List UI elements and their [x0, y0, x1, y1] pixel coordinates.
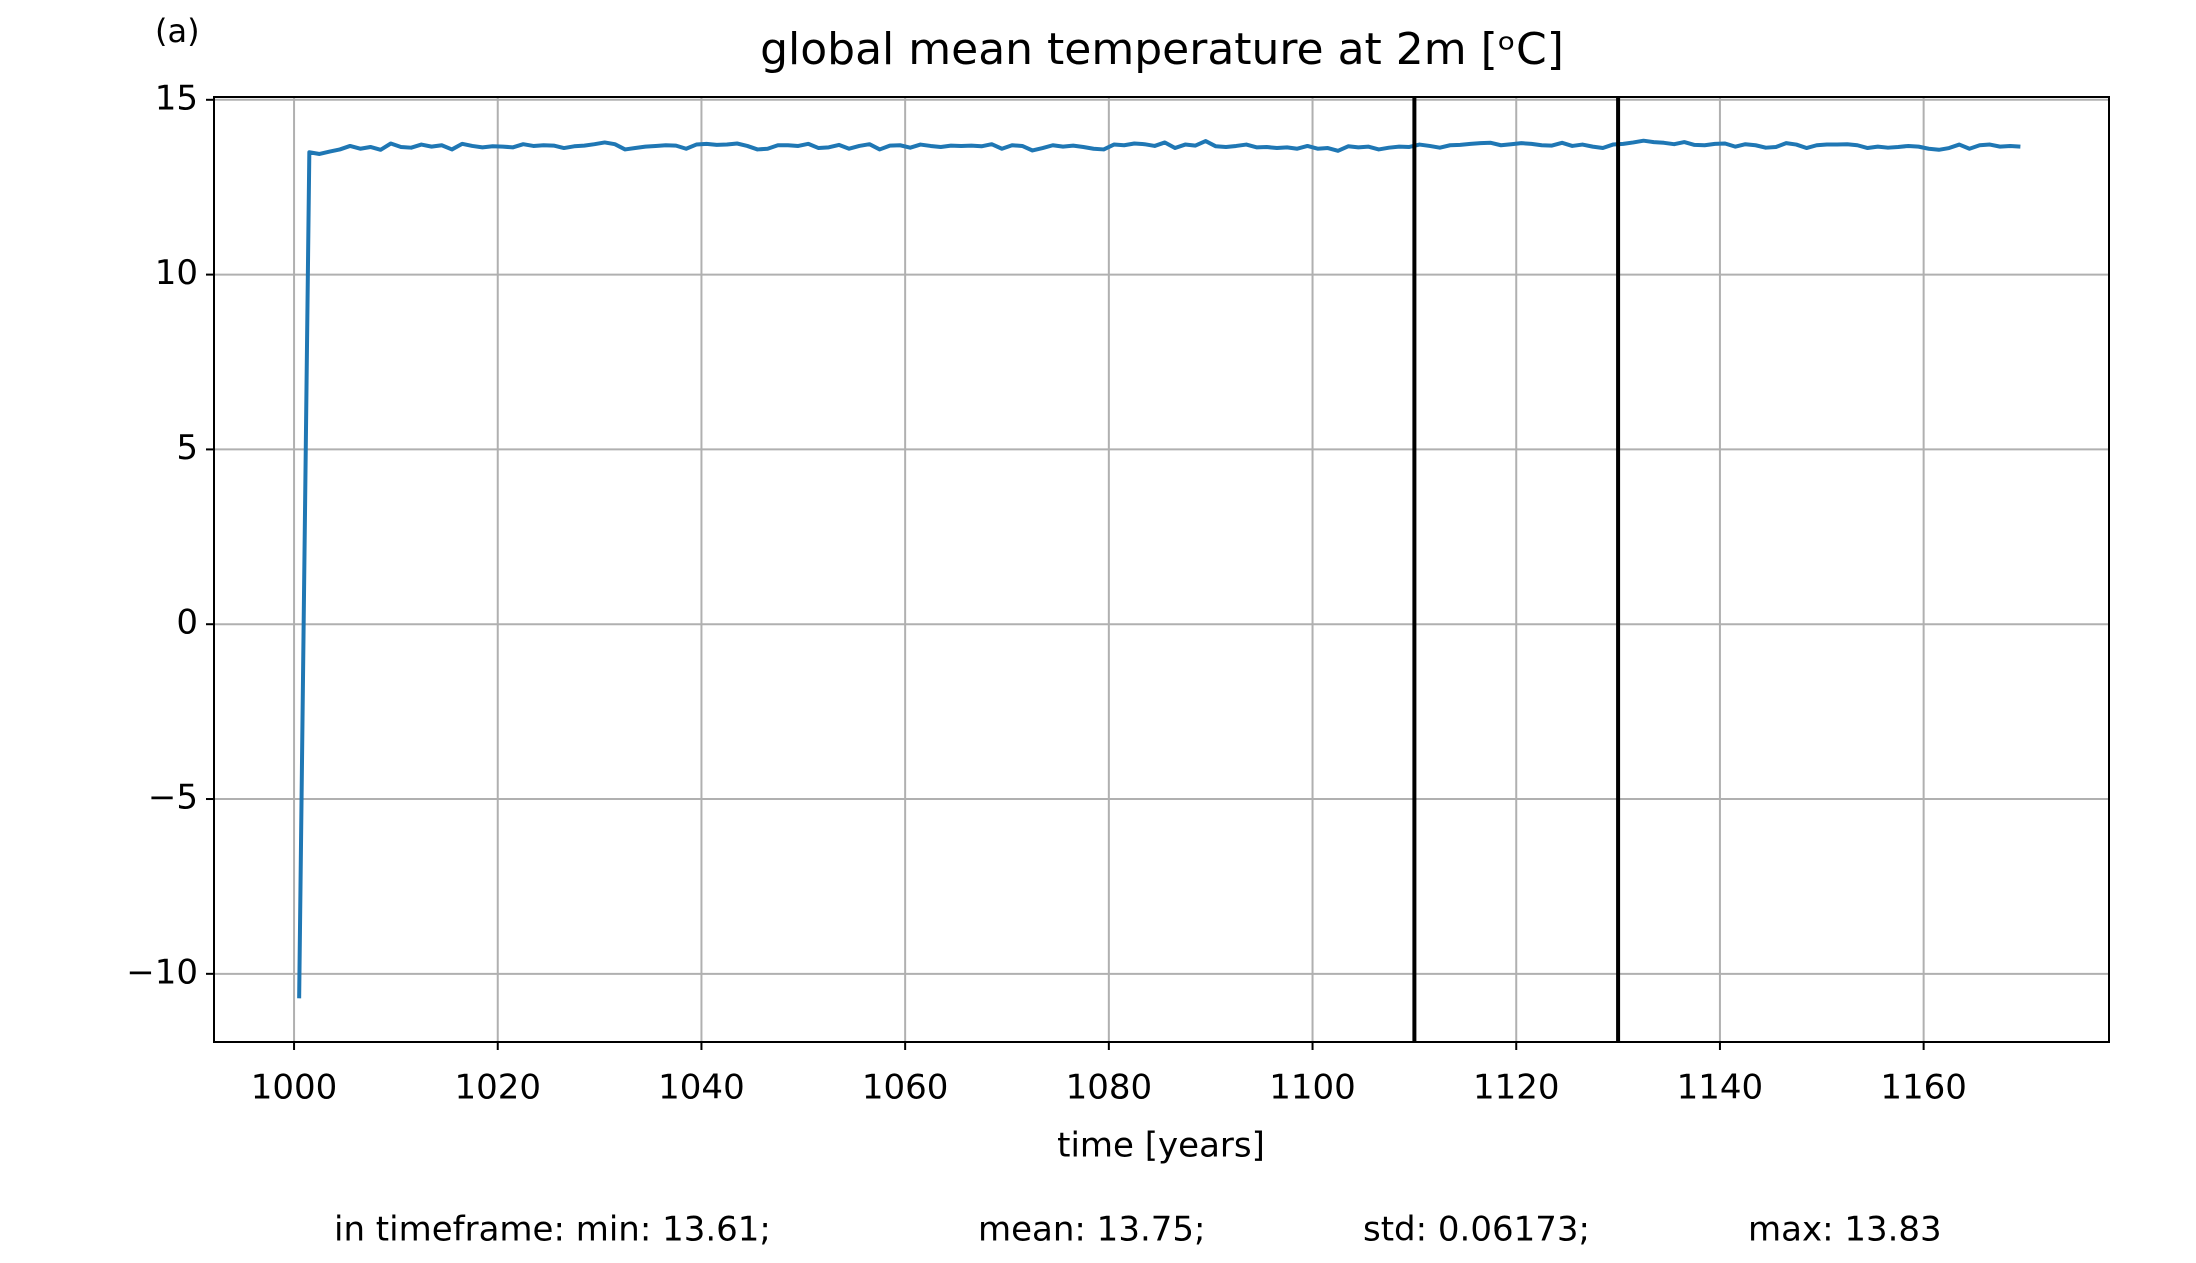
- y-tick-label: 10: [155, 253, 198, 293]
- x-axis-label: time [years]: [1057, 1126, 1265, 1166]
- footer-stat: max: 13.83: [1748, 1210, 1942, 1250]
- data-line: [297, 138, 2021, 999]
- y-tick-label: −10: [126, 952, 198, 992]
- x-tick-label: 1040: [658, 1068, 745, 1108]
- x-tick-label: 1020: [454, 1068, 541, 1108]
- x-tick-label: 1060: [862, 1068, 949, 1108]
- chart-title: global mean temperature at 2m [ᵒC]: [760, 24, 1564, 75]
- y-tick-label: 5: [176, 428, 198, 468]
- x-tick-label: 1160: [1880, 1068, 1967, 1108]
- y-tick-label: −5: [148, 778, 198, 818]
- y-tick-label: 15: [155, 78, 198, 118]
- y-tick-label: 0: [176, 603, 198, 643]
- x-tick-label: 1000: [251, 1068, 338, 1108]
- x-tick-label: 1140: [1677, 1068, 1764, 1108]
- panel-label: (a): [155, 12, 200, 50]
- x-tick-label: 1080: [1066, 1068, 1153, 1108]
- x-tick-label: 1120: [1473, 1068, 1560, 1108]
- footer-stat: std: 0.06173;: [1363, 1210, 1590, 1250]
- x-tick-label: 1100: [1269, 1068, 1356, 1108]
- footer-stat: in timeframe: min: 13.61;: [334, 1210, 771, 1250]
- plot-frame: [213, 96, 2110, 1043]
- footer-stat: mean: 13.75;: [978, 1210, 1205, 1250]
